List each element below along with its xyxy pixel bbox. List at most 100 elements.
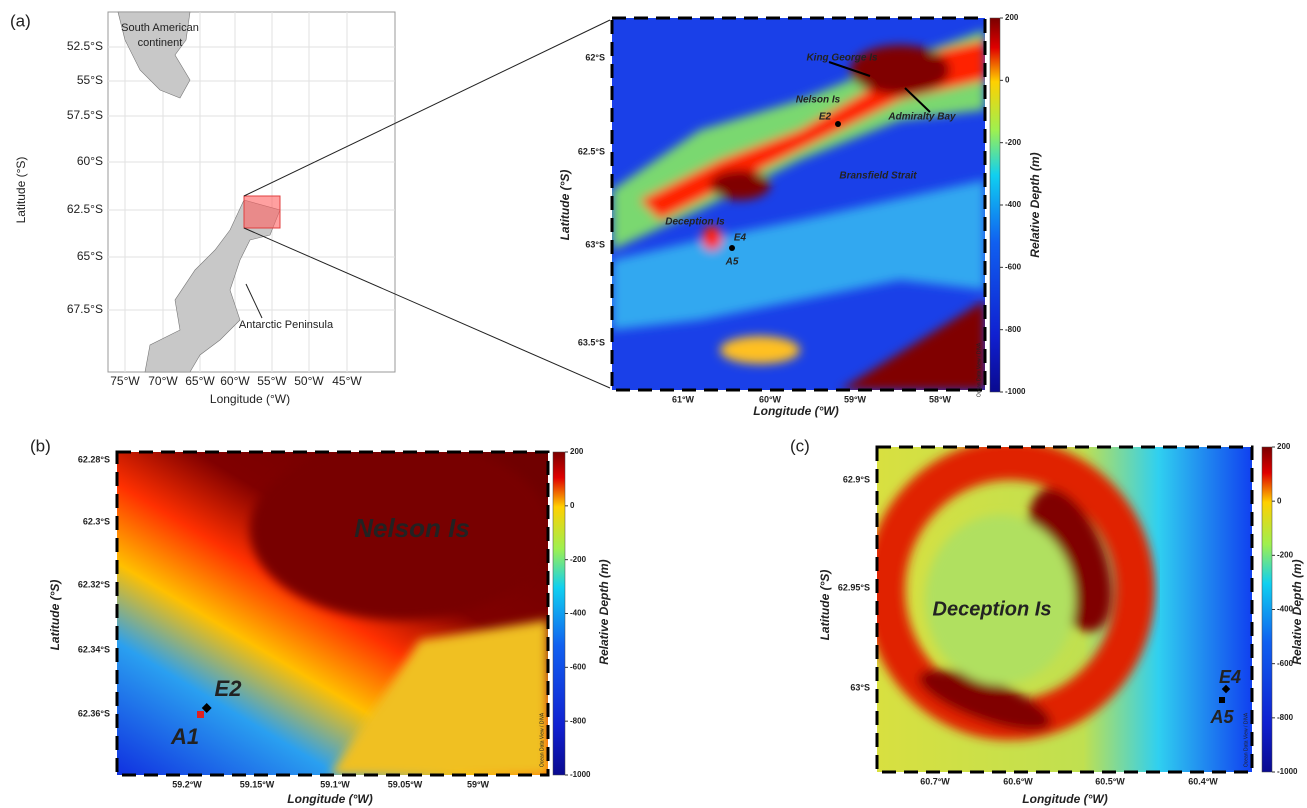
colorbar-label: Relative Depth (m) — [597, 559, 611, 664]
colorbar-tick-label: 200 — [1005, 13, 1019, 22]
panel-label: (b) — [30, 436, 51, 455]
panel-label: (c) — [790, 436, 810, 455]
credit: Ocean Data View / DIVA — [539, 712, 545, 767]
annotation: Nelson Is — [796, 95, 841, 106]
y-tick-label: 52.5°S — [67, 39, 103, 53]
colorbar-tick-label: 0 — [1277, 496, 1282, 505]
page: (a) 75°W 70°W 65°W 60°W 55°W 50°W 45°W 52.5°S 55°… — [0, 0, 1307, 808]
annotation: Deception Is — [665, 217, 725, 228]
y-axis-label: Latitude (°S) — [14, 157, 28, 224]
colorbar-tick-label: -1000 — [570, 770, 591, 779]
x-axis-label: Longitude (°W) — [287, 792, 372, 806]
y-tick-label: 57.5°S — [67, 108, 103, 122]
y-axis-label: Latitude (°S) — [48, 580, 62, 651]
x-tick-label: 59.05°W — [388, 779, 423, 789]
annotation: A5 — [725, 257, 739, 268]
x-tick-label: 45°W — [332, 374, 362, 388]
y-tick-label: 62.3°S — [83, 516, 110, 526]
colorbar-tick-label: 200 — [570, 447, 584, 456]
x-tick-label: 59.2°W — [172, 779, 202, 789]
annotation: Admiralty Bay — [887, 112, 956, 123]
colorbar-tick-label: -1000 — [1005, 387, 1026, 396]
annotation: E2 — [215, 676, 243, 701]
annotation: E4 — [1219, 667, 1241, 687]
colorbar-tick-label: 200 — [1277, 442, 1291, 451]
x-tick-label: 75°W — [110, 374, 140, 388]
colorbar-tick-label: -200 — [1277, 550, 1294, 559]
annotation: E2 — [819, 112, 832, 123]
y-tick-label: 63°S — [585, 239, 605, 249]
colorbar-tick-label: -200 — [1005, 138, 1022, 147]
colorbar — [1262, 447, 1272, 772]
y-tick-label: 62.36°S — [78, 708, 110, 718]
x-tick-label: 70°W — [148, 374, 178, 388]
x-tick-label: 59°W — [844, 394, 867, 404]
annotation: King George Is — [806, 53, 878, 64]
y-tick-label: 62.32°S — [78, 579, 110, 589]
y-axis-label: Latitude (°S) — [818, 570, 832, 641]
annotation: Nelson Is — [354, 513, 470, 543]
region-box — [244, 196, 280, 228]
x-tick-label: 58°W — [929, 394, 952, 404]
credit: Ocean Data View / DIVA — [976, 342, 982, 397]
y-tick-label: 63°S — [850, 682, 870, 692]
station — [197, 711, 204, 718]
x-tick-label: 60.5°W — [1095, 776, 1125, 786]
colorbar-tick-label: -400 — [570, 609, 587, 618]
colorbar-tick-label: -400 — [1005, 200, 1022, 209]
colorbar-tick-label: 0 — [1005, 75, 1010, 84]
x-axis-label: Longitude (°W) — [1022, 792, 1107, 806]
x-tick-label: 50°W — [294, 374, 324, 388]
y-tick-label: 62.34°S — [78, 644, 110, 654]
y-tick-label: 65°S — [77, 249, 103, 263]
x-tick-label: 60°W — [759, 394, 782, 404]
x-tick-label: 61°W — [672, 394, 695, 404]
y-axis-label: Latitude (°S) — [558, 170, 572, 241]
figure: (a) 75°W 70°W 65°W 60°W 55°W 50°W 45°W 52.5°S 55°… — [0, 0, 1307, 808]
x-tick-label: 60.7°W — [920, 776, 950, 786]
credit: Ocean Data View / DIVA — [1243, 712, 1249, 767]
colorbar-tick-label: -800 — [1277, 713, 1294, 722]
annotation: Bransfield Strait — [839, 171, 917, 182]
y-tick-label: 62.9°S — [843, 474, 870, 484]
annotation: A1 — [170, 724, 199, 749]
colorbar-label: Relative Depth (m) — [1028, 152, 1042, 257]
x-tick-label: 60°W — [220, 374, 250, 388]
x-tick-label: 55°W — [257, 374, 287, 388]
colorbar-tick-label: -800 — [1005, 325, 1022, 334]
station — [729, 245, 735, 251]
y-tick-label: 62.5°S — [67, 202, 103, 216]
colorbar-tick-label: -1000 — [1277, 767, 1298, 776]
x-tick-label: 59°W — [467, 779, 490, 789]
annotation: South American — [121, 22, 199, 34]
y-tick-label: 62°S — [585, 52, 605, 62]
colorbar-tick-label: -800 — [570, 716, 587, 725]
annotation: A5 — [1209, 707, 1234, 727]
colorbar-tick-label: -600 — [570, 662, 587, 671]
x-tick-label: 59.15°W — [240, 779, 275, 789]
annotation: continent — [138, 37, 183, 49]
colorbar-label: Relative Depth (m) — [1290, 559, 1304, 664]
x-tick-label: 60.4°W — [1188, 776, 1218, 786]
x-tick-label: 60.6°W — [1003, 776, 1033, 786]
x-tick-label: 59.1°W — [320, 779, 350, 789]
y-tick-label: 55°S — [77, 73, 103, 87]
x-axis-label: Longitude (°W) — [210, 392, 290, 406]
colorbar-tick-label: -200 — [570, 555, 587, 564]
annotation: Antarctic Peninsula — [239, 319, 334, 331]
y-tick-label: 62.28°S — [78, 454, 110, 464]
station — [835, 121, 841, 127]
x-axis-label: Longitude (°W) — [753, 404, 838, 418]
panel-label: (a) — [10, 11, 31, 30]
colorbar-tick-label: -600 — [1005, 262, 1022, 271]
y-tick-label: 60°S — [77, 154, 103, 168]
station — [1219, 697, 1225, 703]
annotation: Deception Is — [933, 598, 1052, 620]
y-tick-label: 62.95°S — [838, 582, 870, 592]
y-tick-label: 63.5°S — [578, 337, 605, 347]
y-tick-label: 67.5°S — [67, 302, 103, 316]
x-tick-label: 65°W — [185, 374, 215, 388]
colorbar — [553, 452, 565, 775]
colorbar — [990, 18, 1000, 392]
bathymetry — [612, 18, 985, 390]
